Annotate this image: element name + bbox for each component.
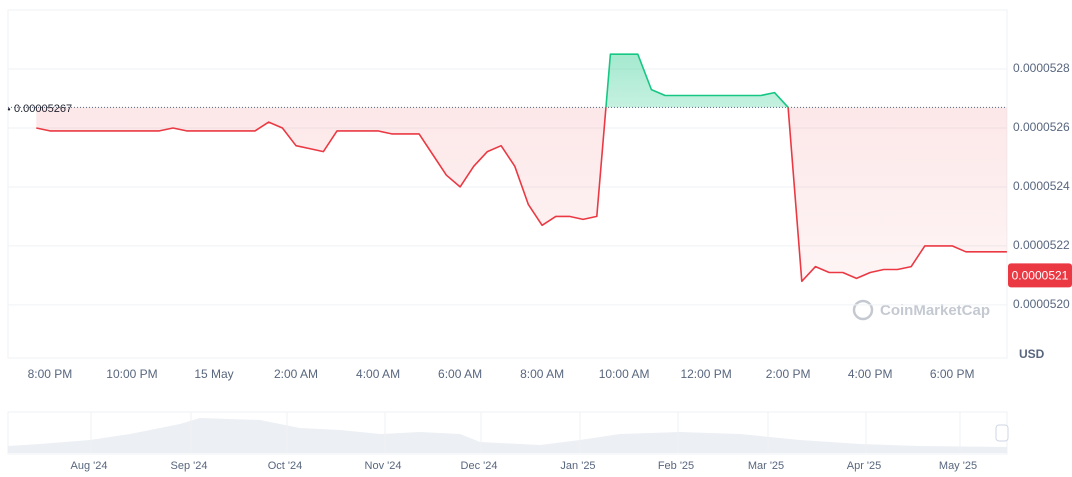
x-tick-label: 8:00 AM <box>520 367 564 381</box>
navigator-label: Sep '24 <box>171 460 208 472</box>
navigator-label: Mar '25 <box>748 460 784 472</box>
watermark-text: CoinMarketCap <box>880 302 990 319</box>
x-tick-label: 2:00 AM <box>274 367 318 381</box>
area-fill <box>36 54 1007 282</box>
x-tick-label: 12:00 PM <box>680 367 731 381</box>
y-tick-label: 0.0000526 <box>1013 120 1070 134</box>
price-badge <box>1008 263 1072 288</box>
y-tick-label: 0.0000524 <box>1013 179 1070 193</box>
y-tick-label: 0.0000520 <box>1013 297 1070 311</box>
reference-label: 0.00005267 <box>14 103 72 115</box>
x-tick-label: 6:00 PM <box>930 367 975 381</box>
navigator-label: Feb '25 <box>658 460 694 472</box>
x-tick-label: 4:00 PM <box>848 367 893 381</box>
navigator-label: Aug '24 <box>71 460 108 472</box>
navigator-label: Nov '24 <box>365 460 402 472</box>
watermark-logo <box>852 299 874 321</box>
navigator-area <box>8 418 1007 453</box>
x-tick-label: 6:00 AM <box>438 367 482 381</box>
y-tick-label: 0.0000522 <box>1013 238 1070 252</box>
navigator-label: Apr '25 <box>847 460 882 472</box>
x-tick-label: 8:00 PM <box>28 367 73 381</box>
price-badge-label: 0.0000521 <box>1012 269 1069 283</box>
price-line <box>36 53 1007 283</box>
navigator-label: May '25 <box>939 460 977 472</box>
x-tick-label: 2:00 PM <box>766 367 811 381</box>
y-tick-label: 0.0000528 <box>1013 61 1070 75</box>
reference-dot <box>7 108 11 111</box>
plot-frame <box>7 9 1008 359</box>
x-tick-label: 10:00 PM <box>106 367 157 381</box>
navigator-label: Jan '25 <box>560 460 595 472</box>
navigator-label: Dec '24 <box>461 460 498 472</box>
watermark: CoinMarketCap <box>852 299 990 321</box>
navigator-handle[interactable] <box>995 424 1009 442</box>
navigator-label: Oct '24 <box>268 460 303 472</box>
x-tick-label: 10:00 AM <box>599 367 650 381</box>
x-tick-label: 4:00 AM <box>356 367 400 381</box>
x-tick-label: 15 May <box>194 367 233 381</box>
currency-label: USD <box>1019 347 1045 361</box>
